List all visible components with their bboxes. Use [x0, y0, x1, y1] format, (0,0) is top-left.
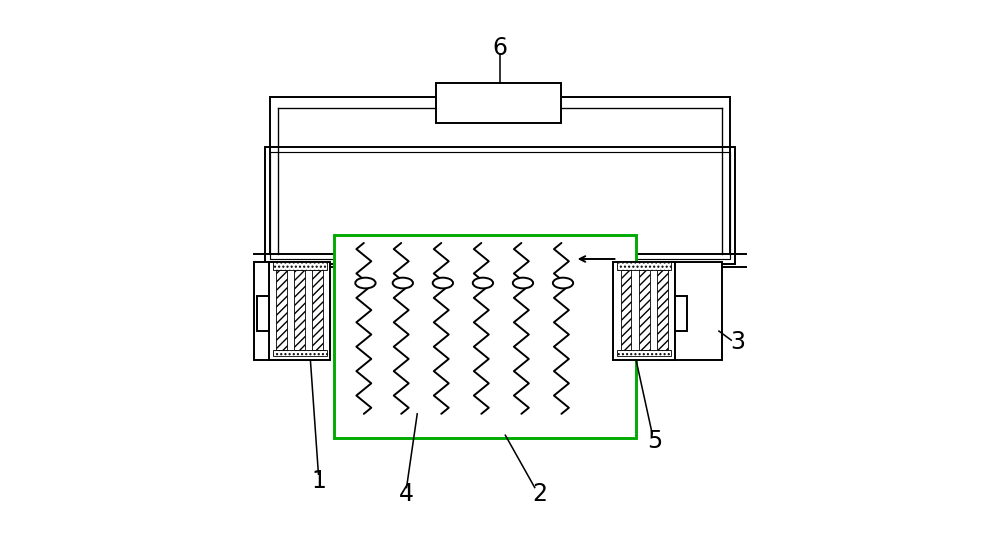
Text: 6: 6	[492, 36, 508, 60]
Bar	[265, 147, 735, 264]
Ellipse shape	[355, 278, 376, 288]
Bar	[269, 262, 330, 360]
Ellipse shape	[473, 278, 493, 288]
Bar	[294, 270, 305, 350]
Bar	[617, 350, 671, 356]
Bar	[312, 270, 323, 350]
Ellipse shape	[553, 278, 573, 288]
Bar	[270, 152, 730, 259]
Bar	[617, 262, 671, 270]
Bar	[273, 350, 327, 356]
Bar	[334, 235, 636, 438]
Bar	[660, 262, 722, 360]
Bar	[675, 296, 687, 331]
Text: 3: 3	[730, 330, 745, 354]
Bar	[639, 270, 650, 350]
Bar	[621, 270, 631, 350]
Bar	[276, 270, 287, 350]
Ellipse shape	[513, 278, 533, 288]
Text: 1: 1	[311, 469, 326, 492]
Bar	[254, 262, 316, 360]
Bar	[613, 262, 675, 360]
Bar	[257, 296, 269, 331]
Text: 4: 4	[399, 482, 414, 506]
Bar	[657, 270, 668, 350]
Bar	[273, 262, 327, 270]
Bar	[436, 83, 561, 123]
Text: 2: 2	[533, 482, 548, 506]
Ellipse shape	[393, 278, 413, 288]
Text: 5: 5	[647, 429, 662, 452]
Ellipse shape	[433, 278, 453, 288]
